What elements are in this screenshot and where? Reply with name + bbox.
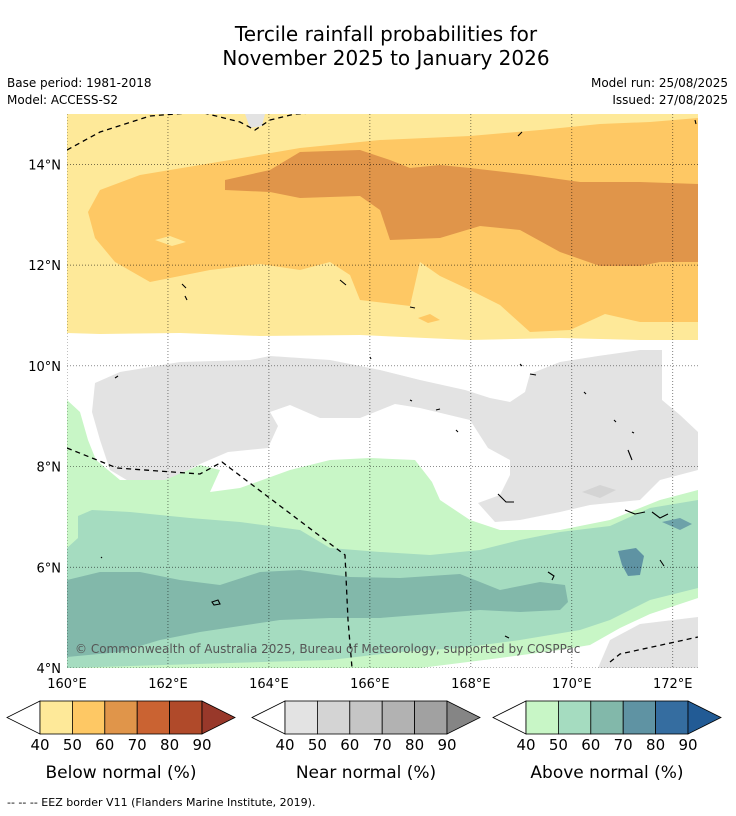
colorbar-tick-label: 80 (405, 736, 424, 754)
model-run-text: Model run: 25/08/2025 (590, 76, 728, 90)
colorbar-tick-label: 60 (340, 736, 359, 754)
colorbar-segment (39, 700, 73, 735)
colorbar-3: 40 50 60 70 80 90 (492, 700, 722, 754)
colorbar-title: Near normal (%) (295, 763, 437, 783)
colorbar-tick-label: 50 (63, 736, 82, 754)
issued-text: Issued: 27/08/2025 (612, 93, 728, 107)
colorbar-title: Below normal (%) (45, 763, 197, 783)
colorbar-title: Above normal (%) (530, 763, 684, 783)
colorbar-segment (349, 700, 383, 735)
colorbar-segment (381, 700, 416, 735)
near-normal-50-60-patch (582, 485, 616, 498)
colorbar-tick-label: 50 (308, 736, 327, 754)
map-plot-area: © Commonwealth of Australia 2025, Bureau… (67, 114, 698, 668)
title-line-2: November 2025 to January 2026 (222, 46, 550, 70)
title-line-1: Tercile rainfall probabilities for (234, 22, 538, 46)
above-normal-60-70-region (67, 570, 568, 657)
island-markers (100, 119, 697, 639)
model-text: Model: ACCESS-S2 (7, 93, 119, 107)
colorbar-tick-label: 60 (95, 736, 114, 754)
colorbar-tick-label: 90 (192, 736, 211, 754)
colorbar-segment (590, 700, 624, 735)
colorbar-segment (558, 700, 592, 735)
meta-right: Model run: 25/08/2025 Issued: 27/08/2025 (591, 75, 728, 109)
colorbar-tick-label: 40 (275, 736, 294, 754)
colorbar-over-arrow (687, 700, 722, 735)
lat-tick-label: 6°N (37, 561, 62, 576)
colorbar-segment (622, 700, 657, 735)
colorbar-segment (72, 700, 106, 735)
near-normal-top-patch (245, 114, 265, 128)
lon-tick-label: 168°E (451, 677, 491, 692)
colorbar-tick-label: 90 (678, 736, 697, 754)
colorbar-tick-label: 50 (549, 736, 568, 754)
colorbar-segment (136, 700, 170, 735)
colorbar-tick-label: 70 (128, 736, 147, 754)
colorbar-tick-label: 40 (516, 736, 535, 754)
below-normal-50-60-patch (418, 314, 440, 323)
colorbar-tick-label: 70 (614, 736, 633, 754)
colorbar-segment (316, 700, 351, 735)
colorbar-under-arrow (492, 700, 527, 735)
colorbar-segment (169, 700, 203, 735)
colorbar-tick-label: 60 (581, 736, 600, 754)
colorbar-tick-label: 80 (160, 736, 179, 754)
colorbars: 40 50 60 70 80 90 40 50 60 70 80 90 40 50 60 70 80 90 (6, 700, 722, 754)
eez-border-west (67, 447, 353, 668)
lon-tick-label: 166°E (350, 677, 390, 692)
lat-tick-label: 14°N (28, 158, 61, 173)
map-title: Tercile rainfall probabilities for Novem… (0, 22, 736, 70)
eez-border-north (67, 114, 307, 151)
lat-tick-label: 12°N (28, 259, 61, 274)
below-normal-40-50-patch (155, 236, 186, 246)
lon-tick-label: 170°E (552, 677, 592, 692)
graticule (67, 114, 698, 668)
colorbar-segment (655, 700, 689, 735)
colorbar-over-arrow (201, 700, 236, 735)
below-normal-60-70-region (225, 150, 698, 266)
colorbar-tick-label: 40 (30, 736, 49, 754)
eez-border-southeast (609, 636, 698, 663)
colorbar-under-arrow (251, 700, 286, 735)
colorbar-segment (525, 700, 559, 735)
colorbar-under-arrow (6, 700, 41, 735)
colorbar-segment (104, 700, 138, 735)
colorbar-segment (414, 700, 448, 735)
lon-tick-label: 160°E (47, 677, 87, 692)
axis-tick-labels: 4°N 6°N 8°N 10°N 12°N 14°N 160°E 162°E 164°E 166°… (28, 158, 692, 692)
footnote: -- -- -- EEZ border V11 (Flanders Marine… (7, 796, 316, 809)
meta-left: Base period: 1981-2018 Model: ACCESS-S2 (7, 75, 152, 109)
lat-tick-label: 8°N (37, 461, 62, 476)
colorbar-tick-label: 70 (373, 736, 392, 754)
colorbar-segment (284, 700, 318, 735)
near-normal-40-50-corner (598, 617, 698, 668)
lat-tick-label: 4°N (37, 662, 62, 677)
map-figure: © Commonwealth of Australia 2025, Bureau… (6, 114, 722, 754)
lon-tick-label: 172°E (653, 677, 693, 692)
above-normal-70-80-region (618, 548, 644, 576)
base-period-text: Base period: 1981-2018 (7, 76, 152, 90)
lon-tick-label: 162°E (148, 677, 188, 692)
above-normal-70-80-patch (662, 518, 692, 530)
colorbar-1: 40 50 60 70 80 90 (6, 700, 236, 754)
lon-tick-label: 164°E (249, 677, 289, 692)
colorbar-2: 40 50 60 70 80 90 (251, 700, 481, 754)
copyright-text: © Commonwealth of Australia 2025, Bureau… (75, 642, 580, 656)
colorbar-tick-label: 80 (646, 736, 665, 754)
colorbar-over-arrow (446, 700, 481, 735)
lat-tick-label: 10°N (28, 360, 61, 375)
colorbar-tick-label: 90 (437, 736, 456, 754)
near-normal-40-50-region (92, 350, 698, 522)
